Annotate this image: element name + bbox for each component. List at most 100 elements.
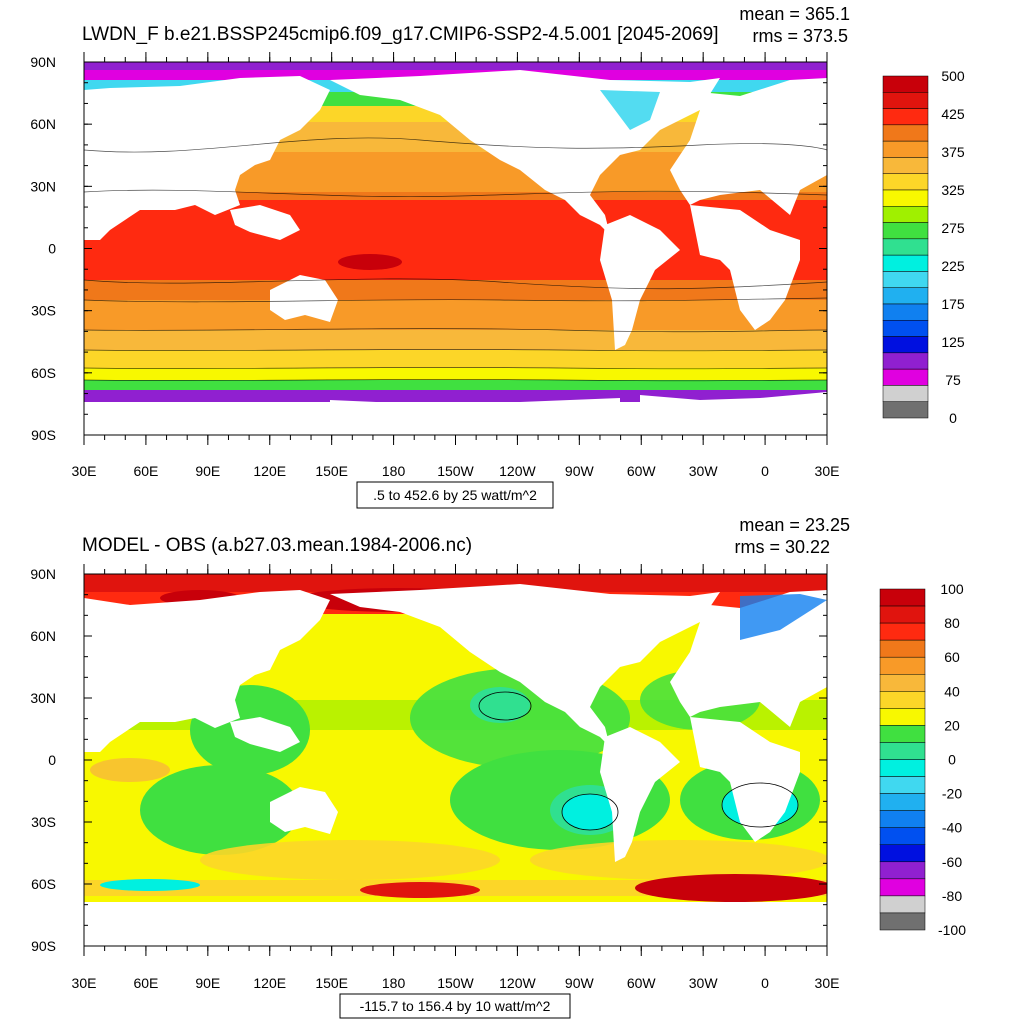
panel-1-range-label: .5 to 452.6 by 25 watt/m^2 [373, 487, 537, 503]
panel-2-colorbar: 100 80 60 40 20 0 -20 -40 -60 -80 -100 [879, 581, 966, 938]
colorbar-swatch [882, 336, 929, 354]
colorbar-label: 80 [944, 615, 960, 631]
colorbar-label: -100 [938, 922, 966, 938]
colorbar-swatch [879, 708, 926, 726]
colorbar-swatch [882, 238, 929, 256]
lon-label: 90E [195, 463, 220, 479]
panel-2-lon-labels: 30E 60E 90E 120E 150E 180 150W 120W 90W 60W 30W 0 30… [72, 975, 840, 991]
lon-label: 30E [72, 975, 97, 991]
lon-label: 120E [253, 975, 286, 991]
colorbar-swatch [882, 75, 929, 93]
colorbar-swatch [882, 401, 929, 419]
colorbar-swatch [882, 222, 929, 240]
colorbar-swatch [879, 674, 926, 692]
colorbar-label: -20 [942, 786, 962, 802]
lon-label: 180 [382, 463, 406, 479]
panel-2-range-box [339, 993, 571, 1019]
panel-1-lat-labels: 90N 60N 30N 0 30S 60S 90S [30, 54, 56, 443]
panel-1-title: LWDN_F b.e21.BSSP245cmip6.f09_g17.CMIP6-… [82, 24, 719, 45]
panel-2-range-label: -115.7 to 156.4 by 10 watt/m^2 [360, 998, 551, 1014]
lat-label: 60S [31, 876, 56, 892]
colorbar-label: 225 [941, 258, 965, 274]
panel-2-rms: rms = 30.22 [734, 537, 830, 557]
colorbar-swatch [879, 776, 926, 794]
colorbar-label: 40 [944, 683, 960, 699]
colorbar-swatch [882, 303, 929, 321]
colorbar-swatch [879, 793, 926, 811]
colorbar-label: 500 [941, 68, 965, 84]
lon-label: 0 [761, 975, 769, 991]
colorbar-swatch [879, 588, 926, 607]
lon-label: 60W [627, 463, 657, 479]
colorbar-swatch [879, 656, 926, 675]
colorbar-label: 325 [941, 182, 965, 198]
colorbar-swatch [879, 759, 926, 777]
colorbar-swatch [879, 725, 926, 743]
panel-1-range-box [356, 481, 554, 509]
colorbar-swatch [882, 108, 929, 126]
colorbar-label: 100 [940, 581, 964, 597]
lon-label: 30E [815, 463, 840, 479]
colorbar-label: -80 [942, 888, 962, 904]
colorbar-swatch [879, 827, 926, 846]
lon-label: 180 [382, 975, 406, 991]
colorbar-swatch [879, 844, 926, 863]
lon-label: 120E [253, 463, 286, 479]
colorbar-swatch [882, 368, 929, 386]
colorbar-swatch [879, 810, 926, 828]
lon-label: 30E [815, 975, 840, 991]
colorbar-label: 425 [941, 106, 965, 122]
colorbar-label: 75 [945, 372, 961, 388]
lon-label: 150W [437, 975, 474, 991]
lat-label: 60N [30, 628, 56, 644]
lon-label: 120W [499, 463, 536, 479]
lat-label: 90N [30, 54, 56, 70]
lon-label: 30W [689, 975, 719, 991]
colorbar-label: -60 [942, 854, 962, 870]
lat-label: 0 [48, 752, 56, 768]
colorbar-label: 175 [941, 296, 965, 312]
lon-label: 60W [627, 975, 657, 991]
lat-label: 90S [31, 427, 56, 443]
lat-label: 90S [31, 938, 56, 954]
colorbar-swatch [882, 92, 929, 109]
panel-2-map [84, 574, 827, 946]
colorbar-swatch [882, 140, 929, 158]
colorbar-swatch [882, 271, 929, 288]
colorbar-swatch [882, 189, 929, 207]
colorbar-swatch [879, 691, 926, 709]
colorbar-swatch [879, 878, 926, 897]
lon-label: 150E [315, 463, 348, 479]
lon-label: 60E [133, 463, 158, 479]
colorbar-swatch [882, 254, 929, 272]
lon-label: 90W [565, 463, 595, 479]
colorbar-swatch [879, 912, 926, 931]
colorbar-label: 0 [948, 752, 956, 768]
panel-2-lat-labels: 90N 60N 30N 0 30S 60S 90S [30, 566, 56, 954]
panel-1-colorbar: 500 425 375 325 275 225 175 125 75 0 [882, 68, 965, 426]
lon-label: 150E [315, 975, 348, 991]
lat-label: 30S [31, 814, 56, 830]
panel-1-mean: mean = 365.1 [739, 4, 850, 24]
colorbar-label: 0 [949, 410, 957, 426]
colorbar-swatch [879, 639, 926, 658]
colorbar-swatch [882, 206, 929, 223]
panel-1-rms: rms = 373.5 [752, 26, 848, 46]
lon-label: 30W [689, 463, 719, 479]
colorbar-swatch [882, 173, 929, 191]
colorbar-swatch [879, 622, 926, 641]
lon-label: 90E [195, 975, 220, 991]
panel-1-map [84, 62, 827, 435]
colorbar-swatch [882, 320, 929, 337]
colorbar-label: 20 [944, 717, 960, 733]
lat-label: 60S [31, 365, 56, 381]
colorbar-swatch [879, 605, 926, 624]
colorbar-label: 125 [941, 334, 965, 350]
lat-label: 30N [30, 178, 56, 194]
lon-label: 0 [761, 463, 769, 479]
colorbar-label: 275 [941, 220, 965, 236]
lat-label: 60N [30, 116, 56, 132]
colorbar-swatch [882, 352, 929, 370]
panel-1-ticks [83, 52, 828, 445]
